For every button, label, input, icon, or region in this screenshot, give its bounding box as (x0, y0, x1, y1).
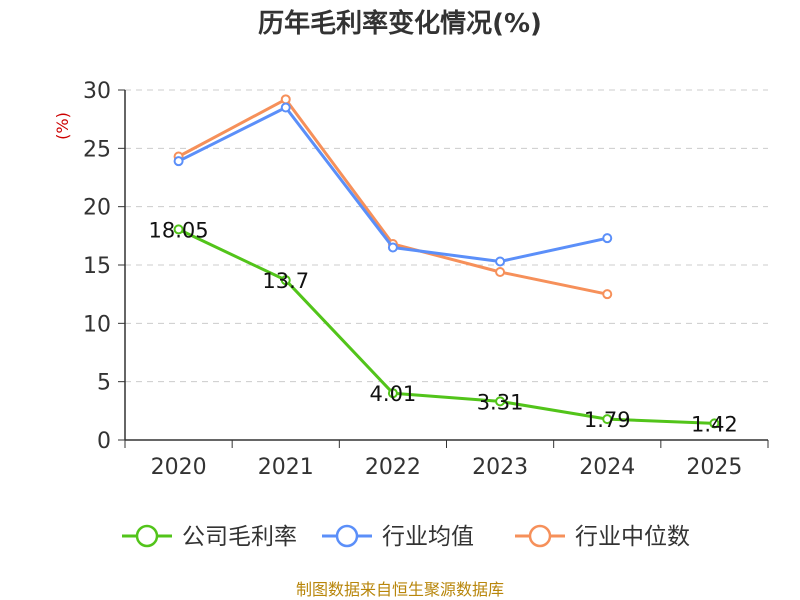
point-s2-2021 (280, 94, 291, 105)
chart-title: 历年毛利率变化情况(%) (258, 8, 542, 39)
point-s1-2023 (495, 256, 506, 267)
point-s1-2020 (173, 156, 184, 167)
point-s0-2023 (495, 396, 506, 407)
series-lines (173, 94, 720, 429)
legend: 公司毛利率 行业均值 行业中位数 (122, 524, 690, 550)
y-tick-label-5: 5 (97, 371, 111, 396)
y-tick-label-30: 30 (83, 79, 111, 104)
point-s0-2024 (602, 414, 613, 425)
legend-marker-2 (528, 524, 552, 548)
x-tick-label-2021: 2021 (258, 455, 314, 480)
data-labels: 18.05 13.7 4.01 3.31 1.79 1.42 (149, 218, 738, 436)
grid-lines (125, 89, 768, 383)
legend-marker-0 (135, 524, 159, 548)
y-tick-label-10: 10 (83, 312, 111, 337)
point-s0-2020 (173, 224, 184, 235)
x-tick-label-2025: 2025 (686, 455, 742, 480)
legend-label-0: 公司毛利率 (182, 524, 297, 550)
x-tick-label-2024: 2024 (579, 455, 635, 480)
point-s1-2021 (280, 102, 291, 113)
legend-item-0[interactable]: 公司毛利率 (122, 524, 297, 550)
y-tick-label-25: 25 (83, 137, 111, 162)
series-line-0 (177, 228, 715, 425)
data-label-2024: 1.79 (584, 408, 631, 432)
point-s1-2022 (387, 242, 398, 253)
y-tick-label-15: 15 (83, 254, 111, 279)
x-tick-label-2022: 2022 (365, 455, 421, 480)
legend-marker-1 (335, 524, 359, 548)
series-line-1 (177, 106, 608, 263)
y-axis-unit: (%) (53, 112, 72, 140)
legend-label-2: 行业中位数 (575, 524, 690, 550)
data-label-2023: 3.31 (477, 390, 524, 414)
x-tick-label-2023: 2023 (472, 455, 528, 480)
point-s0-2022 (387, 388, 398, 399)
y-tick-label-20: 20 (83, 196, 111, 221)
data-label-2020: 18.05 (149, 218, 209, 242)
legend-item-1[interactable]: 行业均值 (322, 524, 474, 550)
point-s2-2023 (495, 267, 506, 277)
y-tick-label-0: 0 (97, 429, 111, 454)
point-s1-2024 (602, 233, 613, 244)
data-label-2025: 1.42 (691, 412, 738, 436)
legend-item-2[interactable]: 行业中位数 (515, 524, 690, 550)
legend-label-1: 行业均值 (382, 524, 474, 550)
x-tick-label-2020: 2020 (151, 455, 207, 480)
source-note: 制图数据来自恒生聚源数据库 (296, 580, 504, 599)
data-label-2021: 13.7 (262, 269, 309, 293)
data-label-2022: 4.01 (370, 382, 417, 406)
point-s2-2024 (602, 289, 613, 300)
point-s0-2021 (280, 275, 291, 286)
point-s0-2025 (709, 418, 720, 429)
